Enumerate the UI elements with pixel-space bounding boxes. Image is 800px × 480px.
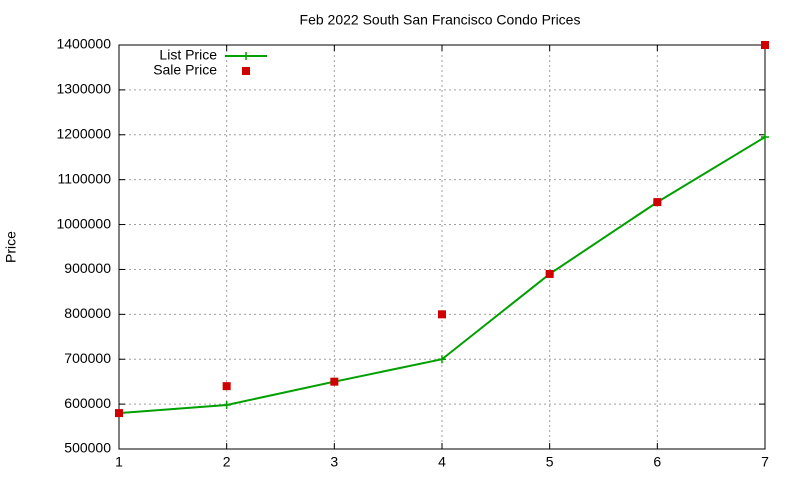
data-point: [761, 133, 769, 142]
y-tick-label: 1000000: [56, 215, 111, 231]
x-tick-label: 5: [546, 454, 554, 470]
data-point: [653, 198, 662, 207]
data-point: [545, 269, 554, 278]
x-tick-label: 7: [761, 454, 769, 470]
data-point: [438, 355, 446, 364]
y-tick-label: 1200000: [56, 125, 111, 141]
x-tick-label: 1: [115, 454, 123, 470]
y-tick-label: 800000: [64, 305, 111, 321]
x-tick-label: 2: [223, 454, 231, 470]
y-tick-label: 900000: [64, 260, 111, 276]
data-point: [222, 401, 231, 410]
chart-title: Feb 2022 South San Francisco Condo Price…: [300, 12, 581, 28]
y-tick-label: 600000: [64, 395, 111, 411]
y-tick-label: 700000: [64, 350, 111, 366]
data-point: [115, 409, 123, 418]
y-tick-label: 1100000: [58, 170, 112, 186]
legend-label: List Price: [159, 47, 217, 63]
data-point: [330, 377, 339, 386]
legend-label: Sale Price: [153, 62, 217, 78]
x-tick-label: 4: [438, 454, 446, 470]
legend-marker: [242, 52, 250, 60]
legend-marker: [242, 67, 250, 75]
data-point: [761, 41, 769, 49]
x-tick-label: 3: [330, 454, 338, 470]
y-tick-label: 1400000: [56, 36, 111, 52]
y-axis-label: Price: [3, 231, 19, 263]
data-point: [438, 310, 446, 319]
y-tick-label: 1300000: [56, 81, 111, 97]
y-tick-label: 500000: [64, 440, 111, 456]
data-point: [222, 382, 231, 391]
plot-frame: [118, 44, 766, 450]
x-tick-label: 6: [653, 454, 661, 470]
